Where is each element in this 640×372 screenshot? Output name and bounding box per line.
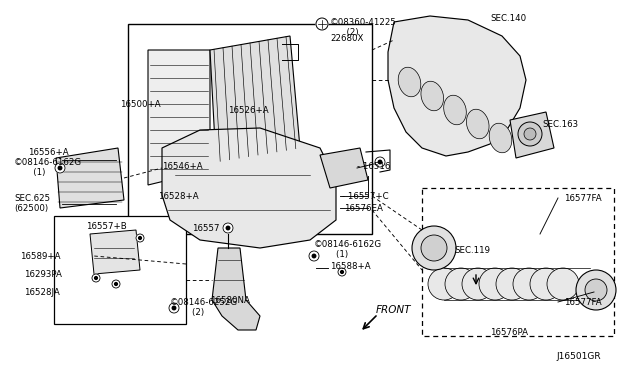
Circle shape — [375, 157, 385, 167]
Circle shape — [112, 280, 120, 288]
Bar — [422, 188, 614, 336]
Circle shape — [576, 270, 616, 310]
Circle shape — [223, 223, 233, 233]
Text: 16577FA: 16577FA — [564, 298, 602, 307]
Polygon shape — [212, 248, 260, 330]
Text: FRONT: FRONT — [376, 305, 412, 315]
Bar — [128, 24, 372, 234]
Circle shape — [518, 122, 542, 146]
Circle shape — [547, 268, 579, 300]
Circle shape — [139, 237, 141, 240]
Text: ©08146-6252G
        (2): ©08146-6252G (2) — [170, 298, 238, 317]
Text: 16528JA: 16528JA — [24, 288, 60, 297]
Text: 16576EA: 16576EA — [344, 204, 383, 213]
Ellipse shape — [444, 95, 467, 125]
Circle shape — [227, 226, 230, 230]
Text: 16580NA: 16580NA — [210, 296, 250, 305]
Text: ©08146-6162G
       (1): ©08146-6162G (1) — [14, 158, 82, 177]
Text: SEC.625
(62500): SEC.625 (62500) — [14, 194, 50, 214]
Circle shape — [412, 226, 456, 270]
Ellipse shape — [467, 109, 489, 139]
Text: SEC.140: SEC.140 — [490, 14, 526, 23]
Text: 16293PA: 16293PA — [24, 270, 62, 279]
Polygon shape — [90, 230, 140, 274]
Ellipse shape — [489, 123, 512, 153]
Text: 16588+A: 16588+A — [330, 262, 371, 271]
Text: 16577FA: 16577FA — [564, 194, 602, 203]
Circle shape — [421, 235, 447, 261]
Polygon shape — [210, 36, 300, 162]
Text: SEC.163: SEC.163 — [542, 120, 578, 129]
Polygon shape — [320, 148, 368, 188]
Circle shape — [136, 234, 144, 242]
Circle shape — [309, 251, 319, 261]
Text: 16589+A: 16589+A — [20, 252, 61, 261]
Polygon shape — [148, 50, 210, 185]
Circle shape — [496, 268, 528, 300]
Circle shape — [55, 163, 65, 173]
Text: J16501GR: J16501GR — [556, 352, 600, 361]
Bar — [54, 216, 186, 324]
Circle shape — [479, 268, 511, 300]
Circle shape — [95, 277, 97, 279]
Circle shape — [378, 160, 381, 164]
Text: ©08146-6162G
        (1): ©08146-6162G (1) — [314, 240, 382, 259]
Text: 16557: 16557 — [192, 224, 220, 233]
Circle shape — [445, 268, 477, 300]
Text: 16546+A: 16546+A — [162, 162, 203, 171]
Circle shape — [312, 254, 316, 258]
Text: SEC.119: SEC.119 — [454, 246, 490, 255]
Ellipse shape — [421, 81, 444, 111]
Circle shape — [92, 274, 100, 282]
Text: 22680X: 22680X — [330, 34, 364, 43]
Circle shape — [316, 18, 328, 30]
Circle shape — [115, 283, 117, 285]
Text: 16526+A: 16526+A — [228, 106, 269, 115]
Circle shape — [524, 128, 536, 140]
Circle shape — [428, 268, 460, 300]
Circle shape — [172, 306, 176, 310]
Polygon shape — [56, 148, 124, 208]
Polygon shape — [162, 128, 336, 248]
Circle shape — [338, 268, 346, 276]
Circle shape — [340, 270, 344, 273]
Polygon shape — [510, 112, 554, 158]
Text: 16500+A: 16500+A — [120, 100, 161, 109]
Circle shape — [530, 268, 562, 300]
Circle shape — [462, 268, 494, 300]
Circle shape — [58, 166, 61, 170]
Text: 16556+A: 16556+A — [28, 148, 68, 157]
Ellipse shape — [398, 67, 421, 97]
Text: 16557+B: 16557+B — [86, 222, 127, 231]
Text: - 16516: - 16516 — [357, 162, 390, 171]
Circle shape — [169, 303, 179, 313]
Circle shape — [513, 268, 545, 300]
Text: - 16557+C: - 16557+C — [342, 192, 388, 201]
Text: 16576PA: 16576PA — [490, 328, 528, 337]
Text: 16528+A: 16528+A — [158, 192, 198, 201]
Text: ©08360-41225
      (2): ©08360-41225 (2) — [330, 18, 397, 38]
Polygon shape — [388, 16, 526, 156]
Circle shape — [585, 279, 607, 301]
